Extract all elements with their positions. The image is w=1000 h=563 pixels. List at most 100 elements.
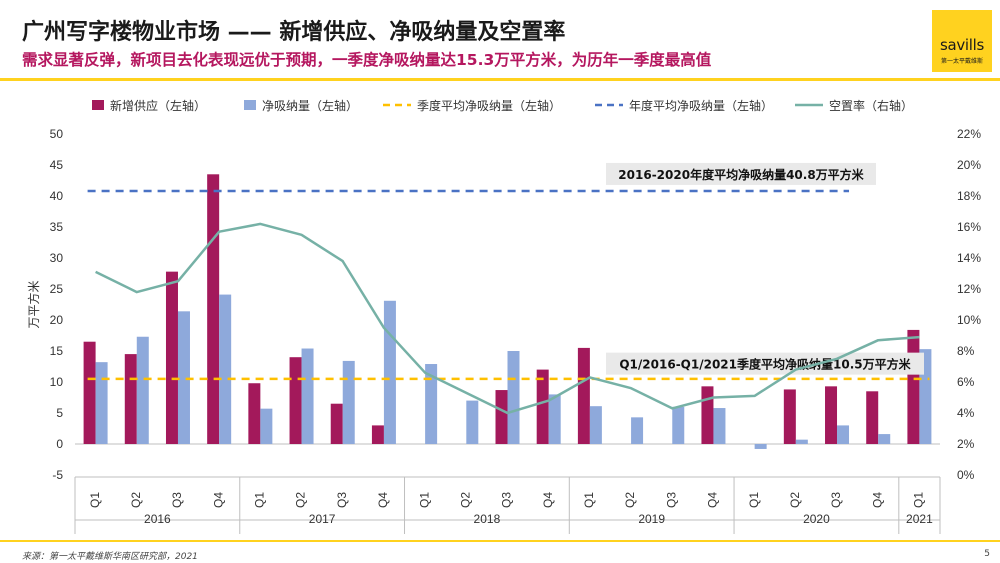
y-tick-label: 30 [50, 251, 64, 265]
absorption-bar [878, 434, 891, 444]
year-label: 2020 [803, 512, 830, 526]
y-tick-label: 40 [50, 189, 64, 203]
supply-bar [330, 403, 343, 444]
supply-bar [165, 271, 178, 444]
x-tick-label: Q4 [706, 492, 720, 508]
legend-vacancy-rate-label: 空置率（右轴） [829, 98, 913, 113]
annual-average-annotation-box [606, 162, 876, 185]
x-tick-label: Q3 [664, 492, 678, 508]
y-tick-label: 15 [50, 344, 64, 358]
x-tick-label: Q1 [747, 492, 761, 508]
x-tick-label: Q3 [500, 492, 514, 508]
x-tick-label: Q4 [376, 492, 390, 508]
x-tick-label: Q4 [870, 492, 884, 508]
y2-tick-label: 16% [957, 220, 981, 234]
x-tick-label: Q2 [623, 492, 637, 508]
supply-bar [289, 357, 302, 444]
absorption-bar [383, 300, 396, 444]
x-tick-label: Q3 [829, 492, 843, 508]
y2-tick-label: 10% [957, 313, 981, 327]
page-title: 广州写字楼物业市场 —— 新增供应、净吸纳量及空置率 [22, 20, 566, 45]
absorption-bar [219, 294, 232, 444]
x-tick-label: Q4 [211, 492, 225, 508]
quarterly-average-annotation-box [606, 352, 924, 375]
year-label: 2017 [309, 512, 336, 526]
y-tick-label: 45 [50, 158, 64, 172]
y-tick-label: -5 [52, 468, 63, 482]
y2-tick-label: 20% [957, 158, 981, 172]
year-label: 2021 [906, 512, 933, 526]
y2-tick-label: 12% [957, 282, 981, 296]
absorption-bar [548, 394, 561, 444]
x-tick-label: Q3 [335, 492, 349, 508]
x-tick-label: Q2 [129, 492, 143, 508]
absorption-bar [507, 351, 520, 444]
legend-absorption-swatch [244, 100, 256, 110]
supply-bar [83, 341, 96, 444]
x-tick-label: Q1 [912, 492, 926, 508]
supply-bar [701, 386, 714, 444]
absorption-bar [95, 362, 108, 444]
year-label: 2016 [144, 512, 171, 526]
chart: -5 0 5 10 15 20 25 30 35 40 45 50 0% 2% 4% 6% 8% 10% 12% 14… [26, 98, 981, 534]
y-tick-label: 50 [50, 127, 64, 141]
absorption-bar [425, 364, 438, 444]
quarterly-average-annotation: Q1/2016-Q1/2021季度平均净吸纳量10.5万平方米 [619, 357, 911, 372]
x-tick-label: Q2 [788, 492, 802, 508]
absorption-bar [631, 417, 644, 444]
legend-absorption-label: 净吸纳量（左轴） [262, 98, 358, 113]
y2-tick-label: 6% [957, 375, 975, 389]
x-tick-label: Q2 [458, 492, 472, 508]
page-number: 5 [984, 549, 990, 559]
year-label: 2018 [474, 512, 501, 526]
vacancy-rate-line [95, 222, 920, 415]
absorption-bar [837, 425, 850, 444]
supply-bar [536, 369, 549, 444]
annual-average-annotation: 2016-2020年度平均净吸纳量40.8万平方米 [618, 167, 864, 182]
y2-tick-label: 22% [957, 127, 981, 141]
supply-bar [248, 383, 261, 444]
supply-bar [124, 354, 137, 444]
absorption-bar [260, 408, 273, 444]
absorption-bar [342, 360, 355, 444]
y2-tick-label: 18% [957, 189, 981, 203]
footer-rule [0, 540, 1000, 542]
legend-supply-label: 新增供应（左轴） [110, 98, 206, 113]
y2-tick-label: 2% [957, 437, 975, 451]
supply-bar [495, 390, 508, 444]
absorption-bar [672, 406, 685, 444]
y2-tick-label: 0% [957, 468, 975, 482]
logo-subtext: 第一太平戴维斯 [940, 58, 983, 65]
supply-bar [207, 174, 220, 445]
y-tick-label: 5 [56, 406, 63, 420]
supply-bar [825, 386, 838, 444]
y2-tick-label: 4% [957, 406, 975, 420]
header-rule [0, 78, 1000, 81]
y-axis-title: 万平方米 [26, 280, 41, 328]
y2-tick-label: 14% [957, 251, 981, 265]
y2-tick-label: 8% [957, 344, 975, 358]
x-tick-label: Q1 [88, 492, 102, 508]
year-label: 2019 [638, 512, 665, 526]
absorption-bar [136, 336, 149, 444]
absorption-bar [466, 400, 479, 444]
legend-supply-swatch [92, 100, 104, 110]
supply-bar [371, 425, 384, 444]
y-tick-label: 10 [50, 375, 64, 389]
page-subtitle: 需求显著反弹，新项目去化表现远优于预期，一季度净吸纳量达15.3万平方米，为历年… [22, 51, 712, 69]
supply-bar [577, 347, 590, 444]
legend-quarterly-average-label: 季度平均净吸纳量（左轴） [417, 98, 561, 113]
supply-bar [866, 391, 879, 444]
savills-logo: savills 第一太平戴维斯 [932, 10, 992, 72]
source-note: 来源：第一太平戴维斯华南区研究部，2021 [22, 552, 198, 562]
y-tick-label: 0 [56, 437, 63, 451]
x-tick-label: Q1 [253, 492, 267, 508]
absorption-bar [713, 408, 726, 444]
y-tick-label: 35 [50, 220, 64, 234]
absorption-bar [795, 439, 808, 444]
absorption-bar [589, 406, 602, 444]
x-tick-label: Q3 [170, 492, 184, 508]
absorption-bar [177, 311, 190, 444]
y-tick-label: 25 [50, 282, 64, 296]
supply-bar [907, 329, 920, 444]
